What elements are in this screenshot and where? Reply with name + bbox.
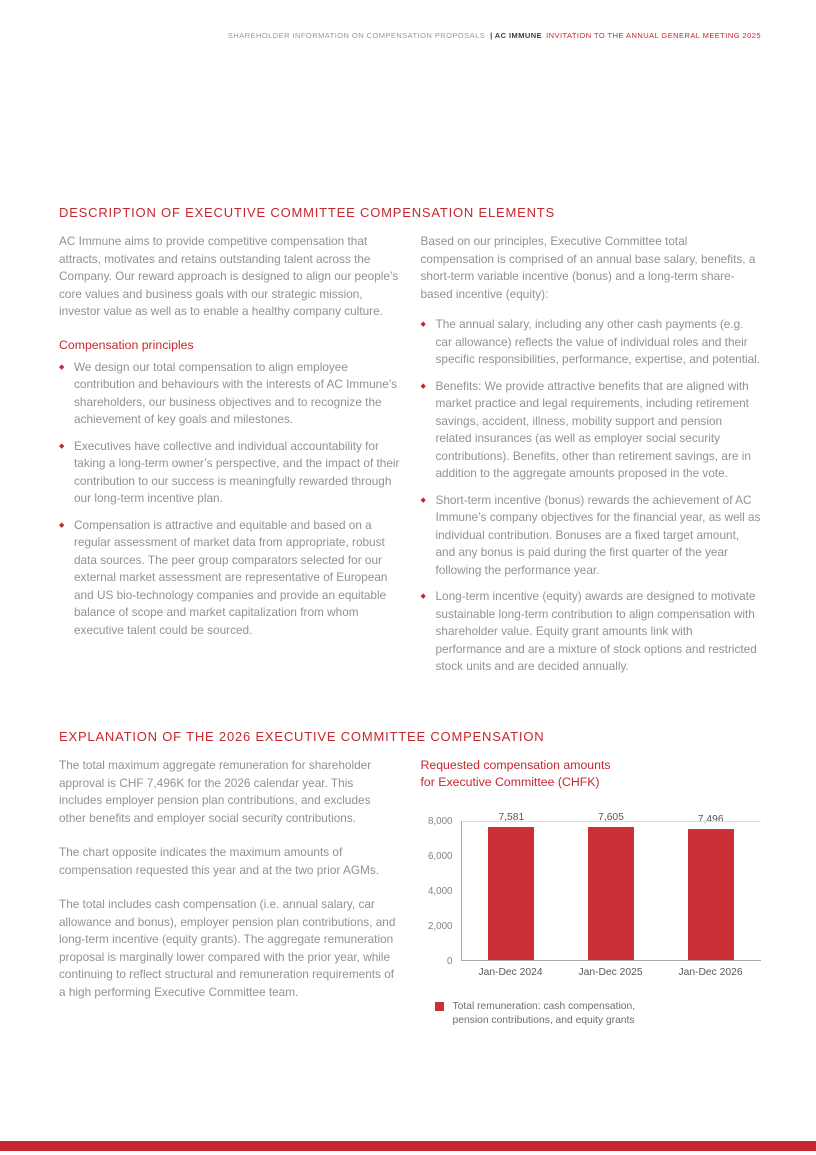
explanation-paragraph: The total maximum aggregate remuneration… <box>59 758 372 825</box>
intro-paragraph-left: AC Immune aims to provide competitive co… <box>59 234 399 318</box>
list-item: ◆ Executives have collective and individ… <box>59 438 400 508</box>
y-tick: 0 <box>447 956 453 967</box>
chart-column: Requested compensation amounts for Execu… <box>421 757 762 1028</box>
footer-red-bar <box>0 1141 816 1151</box>
element-text: The annual salary, including any other c… <box>435 317 761 366</box>
bar-value-label: 7,496 <box>697 814 724 825</box>
principle-text: Executives have collective and individua… <box>74 438 400 506</box>
page-header: SHAREHOLDER INFORMATION ON COMPENSATION … <box>228 31 761 40</box>
element-text: Benefits: We provide attractive benefits… <box>435 378 751 481</box>
explanation-paragraph: The chart opposite indicates the maximum… <box>59 845 379 877</box>
legend-color-swatch-icon <box>434 1002 444 1011</box>
header-section-label: SHAREHOLDER INFORMATION ON COMPENSATION … <box>227 31 486 40</box>
two-column-layout: The total maximum aggregate remuneration… <box>59 757 761 1028</box>
list-item: ◆ Short-term incentive (bonus) rewards t… <box>421 492 762 580</box>
principles-list: ◆ We design our total compensation to al… <box>59 359 400 640</box>
list-item: ◆ We design our total compensation to al… <box>59 359 400 429</box>
list-item: ◆ Benefits: We provide attractive benefi… <box>421 378 762 483</box>
compensation-principles-heading: Compensation principles <box>59 337 194 352</box>
top-gridline <box>461 821 761 822</box>
bar-group-2024: 7,581 <box>462 812 562 960</box>
chart-plot-row: 8,000 6,000 4,000 2,000 0 7,581 <box>421 812 762 967</box>
intro-paragraph-right: Based on our principles, Executive Commi… <box>420 234 756 301</box>
list-item: ◆ Compensation is attractive and equitab… <box>59 517 400 640</box>
bar-value-label: 7,605 <box>598 812 624 823</box>
plot-area: 7,581 7,605 7,496 <box>460 812 761 961</box>
bar-group-2026: 7,496 <box>661 814 761 960</box>
section-description-of-compensation-elements: DESCRIPTION OF EXECUTIVE COMMITTEE COMPE… <box>59 205 761 685</box>
bar-value-label: 7,581 <box>498 812 525 823</box>
y-tick: 4,000 <box>427 886 453 897</box>
diamond-bullet-icon: ◆ <box>420 382 426 390</box>
x-label: Jan-Dec 2025 <box>578 967 643 978</box>
chart-title: Requested compensation amounts for Execu… <box>421 757 762 791</box>
two-column-layout: AC Immune aims to provide competitive co… <box>59 233 761 685</box>
y-tick: 6,000 <box>427 851 453 862</box>
section-title-explanation: EXPLANATION OF THE 2026 EXECUTIVE COMMIT… <box>59 729 545 744</box>
chart-legend: Total remuneration: cash compensation, p… <box>434 1000 762 1028</box>
y-axis-tick-labels: 8,000 6,000 4,000 2,000 0 <box>421 816 461 967</box>
bar-2026 <box>687 829 734 960</box>
x-label: Jan-Dec 2026 <box>678 967 743 978</box>
list-item: ◆ Long-term incentive (equity) awards ar… <box>421 588 762 676</box>
diamond-bullet-icon: ◆ <box>420 496 426 504</box>
principle-text: Compensation is attractive and equitable… <box>74 517 388 637</box>
explanation-paragraph: The total includes cash compensation (i.… <box>59 897 396 999</box>
element-text: Short-term incentive (bonus) rewards the… <box>435 492 761 577</box>
legend-text: Total remuneration: cash compensation, p… <box>453 1000 636 1028</box>
list-item: ◆ The annual salary, including any other… <box>421 316 762 369</box>
diamond-bullet-icon: ◆ <box>420 321 426 328</box>
bar-2025 <box>588 827 634 960</box>
bar-2024 <box>488 827 535 960</box>
diamond-bullet-icon: ◆ <box>59 521 65 529</box>
diamond-bullet-icon: ◆ <box>420 593 426 600</box>
legend-line1: Total remuneration: cash compensation, <box>452 1001 636 1012</box>
element-text: Long-term incentive (equity) awards are … <box>435 589 757 673</box>
diamond-bullet-icon: ◆ <box>59 363 65 371</box>
left-column: The total maximum aggregate remuneration… <box>59 757 400 1028</box>
right-column: Based on our principles, Executive Commi… <box>421 233 762 685</box>
diamond-bullet-icon: ◆ <box>59 442 65 450</box>
section-title-description: DESCRIPTION OF EXECUTIVE COMMITTEE COMPE… <box>59 205 555 220</box>
header-meeting-title: INVITATION TO THE ANNUAL GENERAL MEETING… <box>546 31 761 40</box>
legend-line2: pension contributions, and equity grants <box>452 1015 635 1026</box>
y-tick: 8,000 <box>427 816 453 827</box>
chart-title-line2: for Executive Committee (CHFK) <box>420 775 600 789</box>
x-axis-labels: Jan-Dec 2024 Jan-Dec 2025 Jan-Dec 2026 <box>461 967 761 978</box>
bar-group-2025: 7,605 <box>561 812 661 960</box>
header-brand: AC IMMUNE <box>494 31 543 40</box>
header-separator: | <box>490 31 493 40</box>
chart-title-line1: Requested compensation amounts <box>420 758 611 772</box>
principle-text: We design our total compensation to alig… <box>74 359 398 427</box>
compensation-elements-list: ◆ The annual salary, including any other… <box>421 316 762 676</box>
x-label: Jan-Dec 2024 <box>478 967 543 978</box>
bar-chart: 8,000 6,000 4,000 2,000 0 7,581 <box>421 812 762 1028</box>
y-tick: 2,000 <box>427 921 453 932</box>
section-explanation-2026-compensation: EXPLANATION OF THE 2026 EXECUTIVE COMMIT… <box>59 729 761 1028</box>
left-column: AC Immune aims to provide competitive co… <box>59 233 400 685</box>
